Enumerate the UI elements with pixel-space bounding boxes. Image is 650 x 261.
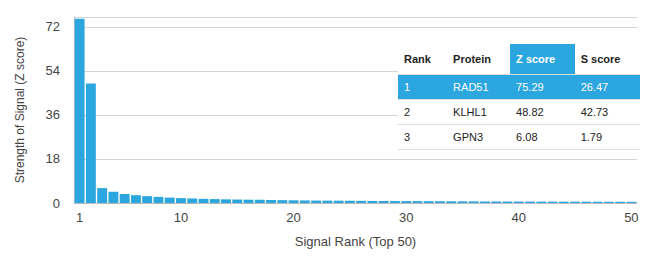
html-text:1: 1 <box>404 81 411 93</box>
svg-text:30: 30 <box>399 210 413 225</box>
html-text:42.73: 42.73 <box>580 106 609 118</box>
html-text:26.47: 26.47 <box>580 81 609 93</box>
svg-text:36: 36 <box>46 107 60 122</box>
html-text:Rank: Rank <box>404 53 431 65</box>
html-text:2: 2 <box>404 106 411 118</box>
svg-text:10: 10 <box>174 210 188 225</box>
svg-text:1: 1 <box>76 210 83 225</box>
html-text:3: 3 <box>404 131 411 143</box>
html-text:S score: S score <box>580 53 621 65</box>
svg-text:40: 40 <box>512 210 526 225</box>
svg-text:50: 50 <box>624 210 638 225</box>
html-text:1.79: 1.79 <box>580 131 603 143</box>
svg-text:Strength of Signal (Z score): Strength of Signal (Z score) <box>13 37 27 184</box>
svg-text:20: 20 <box>286 210 300 225</box>
html-text:RAD51: RAD51 <box>453 81 489 93</box>
svg-text:Signal Rank (Top 50): Signal Rank (Top 50) <box>295 234 416 249</box>
svg-text:72: 72 <box>46 19 60 34</box>
svg-text:0: 0 <box>53 196 60 211</box>
html-text:6.08: 6.08 <box>516 131 538 143</box>
html-text:Protein: Protein <box>453 53 491 65</box>
html-text:GPN3: GPN3 <box>453 131 484 143</box>
svg-text:54: 54 <box>46 63 60 78</box>
html-text:48.82: 48.82 <box>516 106 544 118</box>
html-text:KLHL1: KLHL1 <box>453 106 487 118</box>
html-text:75.29: 75.29 <box>516 81 544 93</box>
svg-text:18: 18 <box>46 151 60 166</box>
html-text:Z score: Z score <box>516 53 556 65</box>
